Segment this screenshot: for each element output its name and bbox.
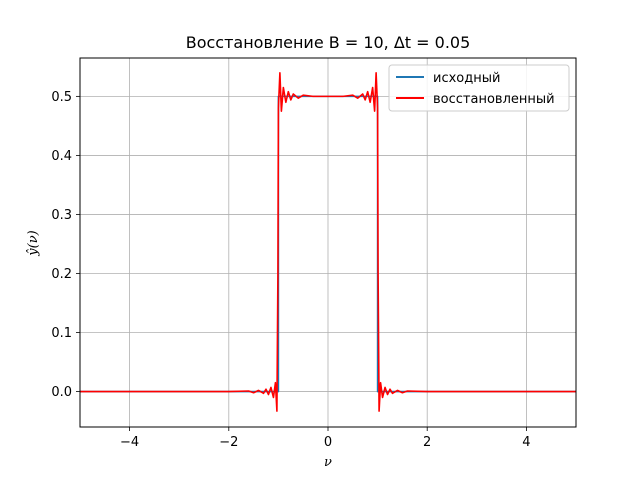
legend-label-reconstructed: восстановленный <box>433 92 555 107</box>
y-tick-label: 0.0 <box>51 385 72 400</box>
y-tick-label: 0.3 <box>51 208 72 223</box>
ticks-layer: −4 −2 0 2 4 0.0 0.1 0.2 0.3 0.4 0.5 <box>51 90 530 450</box>
legend-label-original: исходный <box>433 71 500 86</box>
y-tick-label: 0.4 <box>51 149 72 164</box>
grid-layer <box>80 58 576 427</box>
x-tick-label: 0 <box>324 435 332 450</box>
x-axis-label: ν <box>324 455 332 470</box>
y-tick-label: 0.2 <box>51 267 72 282</box>
x-tick-label: 4 <box>522 435 530 450</box>
series-layer <box>80 71 576 412</box>
series-line-reconstructed <box>80 71 576 412</box>
x-tick-label: 2 <box>423 435 431 450</box>
x-tick-label: −2 <box>219 435 238 450</box>
legend-box <box>388 64 570 112</box>
y-tick-label: 0.1 <box>51 326 72 341</box>
y-axis-label: ŷ(ν) <box>26 230 41 256</box>
x-tick-label: −4 <box>120 435 139 450</box>
legend: исходный восстановленный <box>388 64 570 112</box>
chart-title: Восстановление B = 10, Δt = 0.05 <box>186 33 471 52</box>
y-tick-label: 0.5 <box>51 90 72 105</box>
